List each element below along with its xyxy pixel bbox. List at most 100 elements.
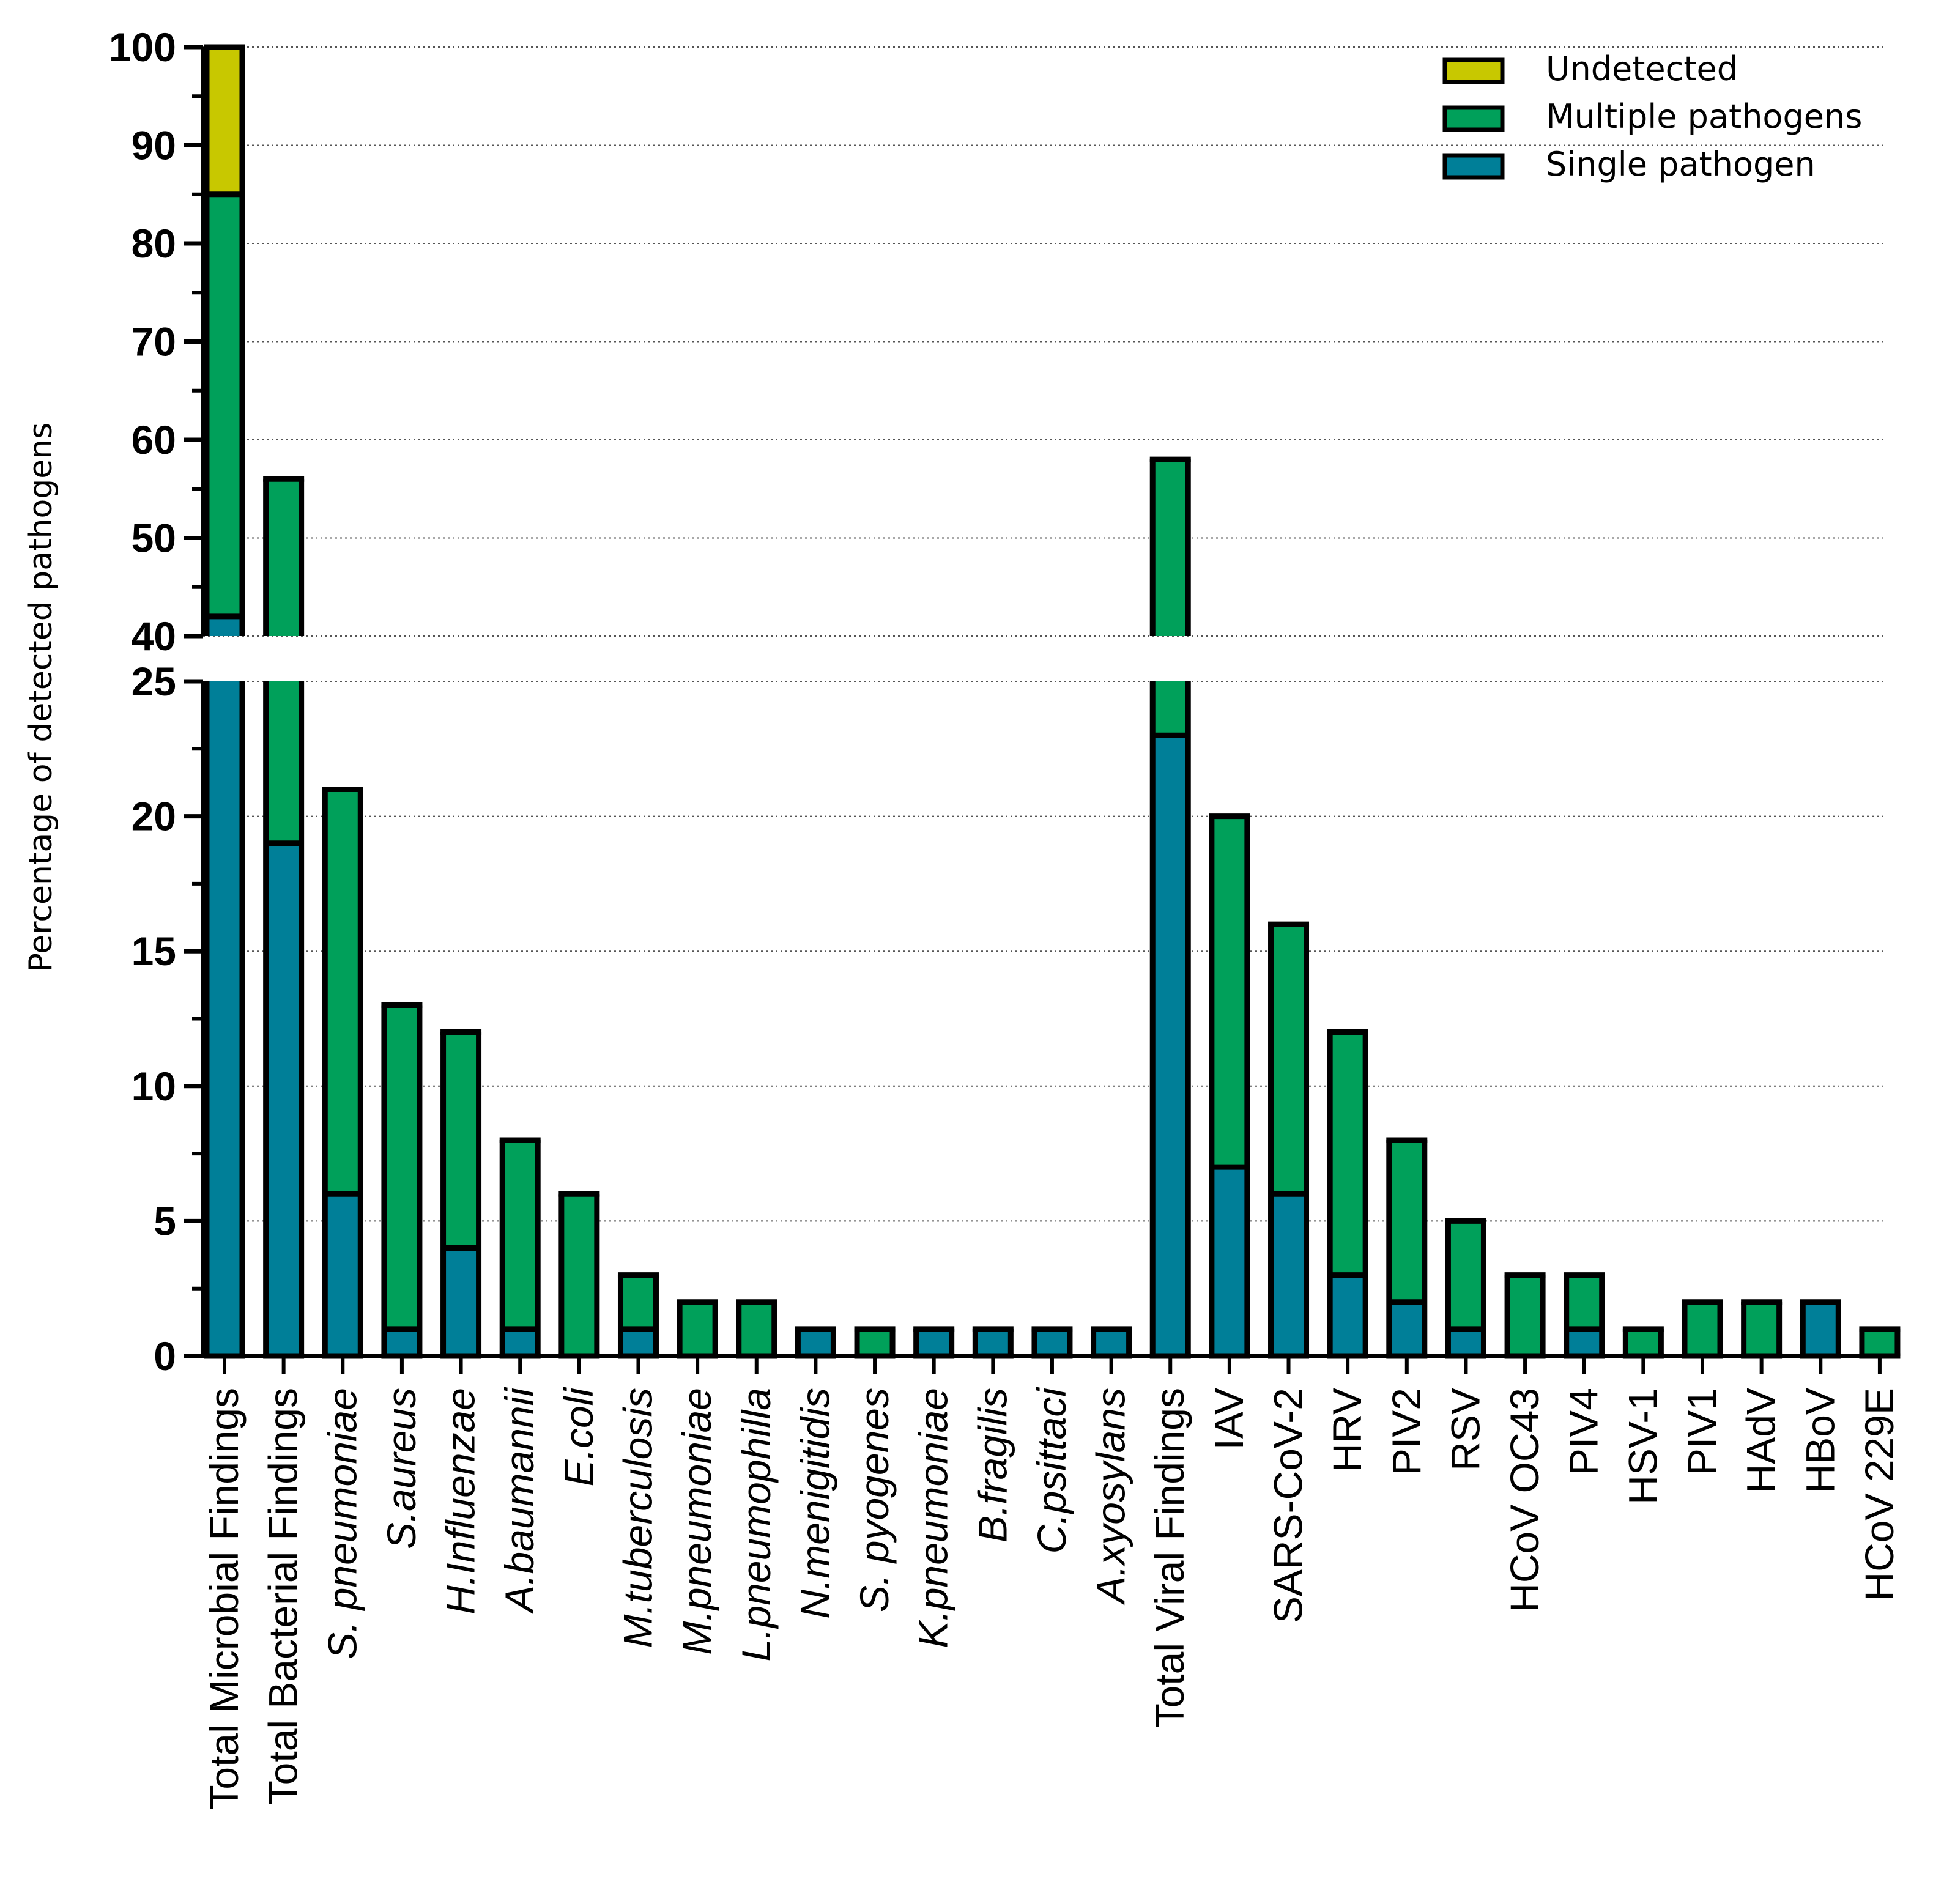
y-tick-label: 20 (132, 794, 176, 839)
bar-segment (207, 47, 242, 194)
legend-entry: Multiple pathogens (1442, 97, 1862, 136)
bar-segment (1330, 1275, 1366, 1356)
bar-stack (1445, 1218, 1486, 1359)
x-tick-label: HSV-1 (1620, 1388, 1665, 1505)
bar-segment (325, 789, 361, 1195)
bar-segment (207, 681, 242, 1356)
bar-segment (1566, 1275, 1602, 1329)
bar-segment (1566, 1328, 1602, 1356)
x-tick-label: SARS-CoV-2 (1266, 1388, 1311, 1623)
bar-stack (322, 786, 363, 1359)
bar-segment (1448, 1328, 1484, 1356)
bar-stack (1386, 1137, 1428, 1359)
bars (204, 44, 1901, 1359)
bar-segment (916, 1328, 952, 1356)
bar-stack (972, 1326, 1014, 1359)
y-tick-label: 10 (132, 1064, 176, 1109)
bar-segment (1152, 459, 1189, 636)
y-tick-label: 25 (132, 659, 176, 704)
bar-stack (1209, 813, 1250, 1359)
bar-segment (207, 616, 242, 636)
bar-segment (975, 1328, 1011, 1356)
bar-stack (499, 1137, 541, 1359)
x-tick-label: PIV2 (1384, 1388, 1429, 1475)
bar-stack (263, 476, 305, 1359)
x-tick-labels: Total Microbial Findings Total Bacterial … (201, 1387, 1902, 1810)
x-tick-label: S.aureus (379, 1388, 424, 1549)
x-tick-label: B.fragilis (970, 1388, 1015, 1543)
bar-segment (857, 1328, 893, 1356)
x-tick-label: K.pneumoniae (911, 1388, 956, 1648)
bar-stack (1741, 1299, 1783, 1359)
bar-segment (1743, 1302, 1779, 1356)
y-tick-label: 0 (154, 1333, 176, 1379)
x-tick-label: N.menigitidis (792, 1388, 837, 1619)
gridlines (203, 46, 1884, 1222)
y-tick-label: 90 (132, 123, 176, 168)
legend-entry: Undetected (1442, 50, 1738, 88)
x-tick-label: C.psittaci (1029, 1387, 1074, 1554)
bar-stack (1031, 1326, 1073, 1359)
bar-stack (1800, 1299, 1841, 1359)
bar-segment (384, 1328, 420, 1356)
y-tick-label: 50 (132, 516, 176, 561)
y-tick-label: 80 (132, 221, 176, 266)
x-tick-label: M.pneumoniae (674, 1388, 719, 1655)
x-tick-label: S. pyogenes (851, 1388, 897, 1612)
x-tick-label: HBoV (1797, 1388, 1842, 1493)
legend-entry: Single pathogen (1442, 145, 1816, 183)
bar-segment (265, 479, 302, 636)
bar-stack (1859, 1326, 1901, 1359)
bar-stack (854, 1326, 896, 1359)
x-tick-label: E.coli (556, 1387, 601, 1487)
bar-segment (1625, 1328, 1661, 1356)
x-tick-label: HCoV 229E (1857, 1388, 1902, 1601)
bar-segment (738, 1302, 774, 1356)
bar-segment (1330, 1032, 1366, 1275)
y-tick-label: 40 (132, 613, 176, 659)
bar-segment (443, 1248, 479, 1356)
x-tick-label: H.Influenzae (438, 1388, 483, 1615)
legend-label: Single pathogen (1546, 145, 1816, 183)
bar-segment (1211, 1167, 1247, 1356)
bar-segment (1093, 1328, 1129, 1356)
bar-stack (558, 1191, 600, 1359)
x-tick-label: A.baumannii (497, 1387, 542, 1615)
bar-stack (677, 1299, 718, 1359)
bar-stack (381, 1002, 423, 1359)
legend-label: Multiple pathogens (1546, 97, 1862, 136)
bar-segment (1152, 735, 1189, 1356)
y-axis-label: Percentage of detected pathogens (23, 423, 59, 972)
bar-segment (1861, 1328, 1898, 1356)
x-tick-label: Total Bacterial Findings (261, 1388, 306, 1805)
bar-segment (561, 1194, 597, 1356)
x-tick-label: S. pneumoniae (319, 1388, 365, 1659)
bar-segment (325, 1194, 361, 1356)
bar-stack (1327, 1029, 1368, 1359)
x-tick-label: PIV1 (1679, 1388, 1724, 1475)
x-tick-label: IAV (1206, 1388, 1252, 1450)
bar-stack (204, 44, 245, 1359)
legend-label: Undetected (1546, 50, 1738, 88)
bar-stack (1268, 921, 1310, 1359)
bar-stack (1149, 456, 1191, 1359)
x-tick-label: L.pneumophilla (733, 1388, 779, 1662)
bar-segment (1389, 1302, 1425, 1356)
bar-stack (440, 1029, 482, 1359)
x-tick-label: RSV (1442, 1388, 1488, 1471)
bar-segment (384, 1005, 420, 1329)
bar-segment (1271, 924, 1307, 1195)
x-tick-label: HCoV OC43 (1502, 1388, 1547, 1612)
bar-segment (207, 194, 242, 617)
y-tick-label: 5 (154, 1198, 176, 1243)
x-tick-label: HAdV (1738, 1388, 1784, 1493)
bar-stack (1682, 1299, 1723, 1359)
bar-segment (1448, 1221, 1484, 1329)
bar-segment (1152, 681, 1189, 736)
bar-stack (1504, 1272, 1546, 1359)
x-tick-label: Total Microbial Findings (201, 1388, 247, 1810)
bar-segment (1803, 1302, 1839, 1356)
legend-swatch (1442, 105, 1505, 132)
